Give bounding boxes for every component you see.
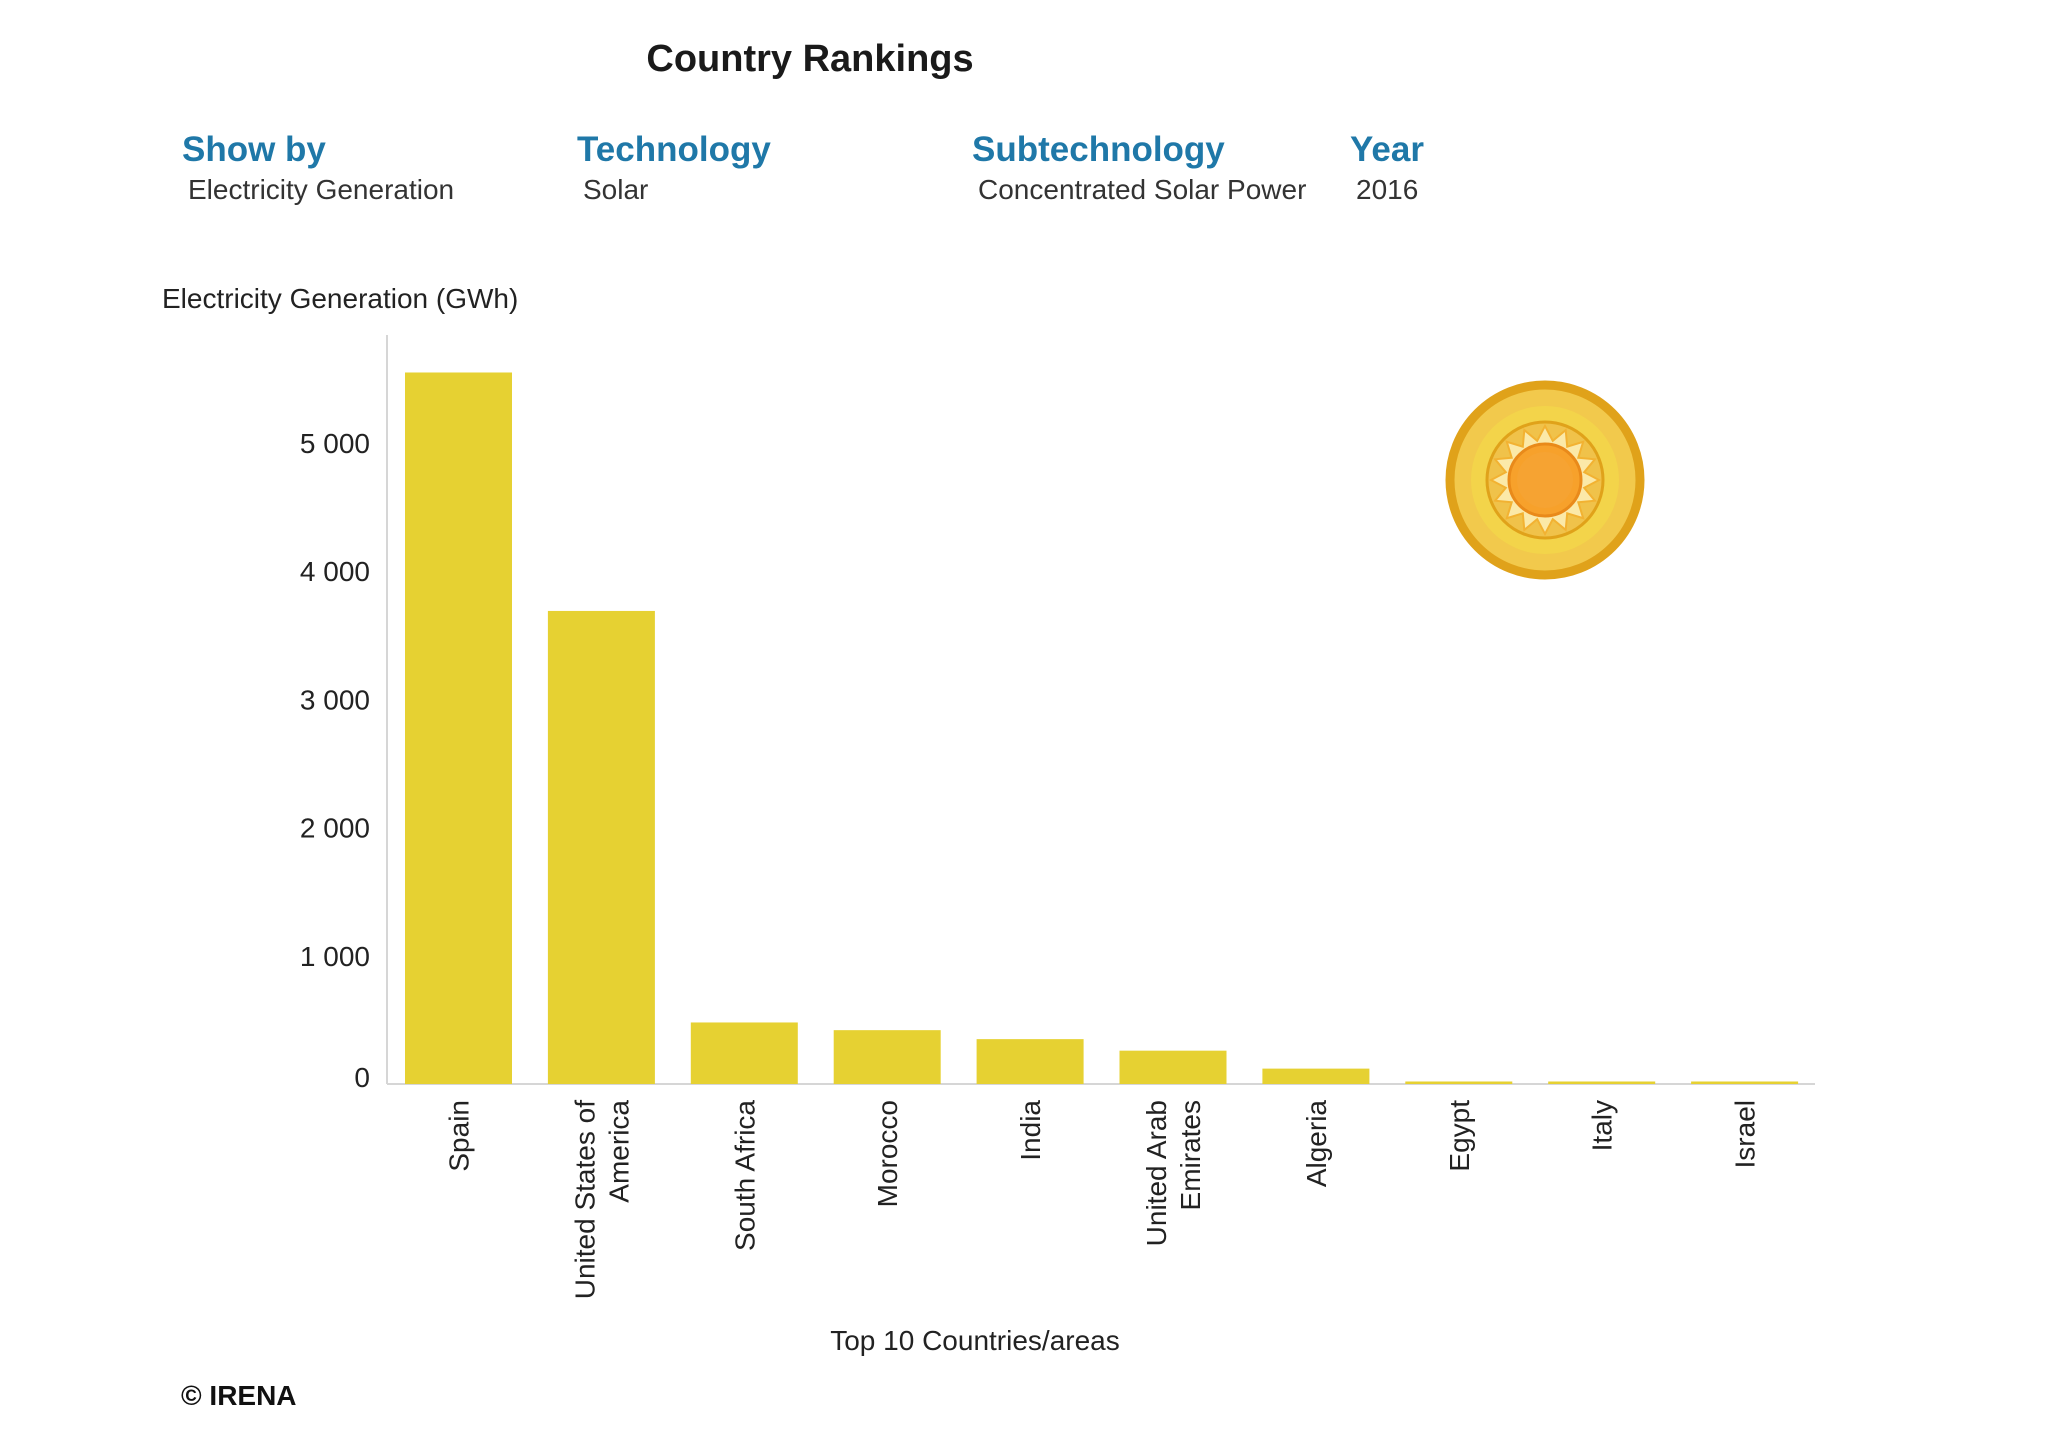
x-tick-label: India [1015, 1100, 1046, 1161]
x-tick-label: Israel [1730, 1100, 1761, 1168]
bar-morocco[interactable] [833, 1030, 941, 1084]
filter-technology[interactable]: Technology Solar [577, 130, 771, 206]
bar-united-arab-emirates[interactable] [1119, 1050, 1227, 1084]
filter-subtechnology-value[interactable]: Concentrated Solar Power [978, 174, 1307, 205]
sun-icon [1445, 380, 1645, 580]
bar-israel[interactable] [1691, 1081, 1799, 1085]
y-tick-label: 0 [354, 1062, 370, 1093]
x-tick-label: Algeria [1301, 1100, 1332, 1188]
filter-year-label: Year [1350, 130, 1424, 169]
y-tick-label: 5 000 [300, 428, 370, 459]
x-tick-label: United Arab Emirates [1141, 1100, 1206, 1246]
bar-italy[interactable] [1548, 1081, 1656, 1085]
bar-south-africa[interactable] [690, 1022, 798, 1084]
y-tick-labels: 0 1 000 2 000 3 000 4 000 5 000 [300, 428, 370, 1093]
filter-technology-value[interactable]: Solar [583, 174, 649, 205]
bar-united-states-of-america[interactable] [547, 610, 655, 1084]
y-tick-label: 3 000 [300, 684, 370, 715]
filter-technology-label: Technology [577, 130, 771, 169]
x-tick-label: Spain [444, 1100, 475, 1172]
x-axis-label: Top 10 Countries/areas [830, 1325, 1120, 1356]
page-title: Country Rankings [646, 38, 974, 80]
y-axis-label: Electricity Generation (GWh) [162, 283, 518, 314]
bars [405, 372, 1799, 1085]
x-tick-label: Morocco [872, 1100, 903, 1207]
bar-egypt[interactable] [1405, 1081, 1513, 1085]
copyright-notice: © IRENA [181, 1380, 297, 1411]
x-tick-label: South Africa [729, 1100, 760, 1251]
filter-subtechnology[interactable]: Subtechnology Concentrated Solar Power [972, 130, 1306, 206]
y-tick-label: 1 000 [300, 941, 370, 972]
filter-year-value[interactable]: 2016 [1356, 174, 1419, 205]
filter-show-by[interactable]: Show by Electricity Generation [182, 130, 454, 206]
filter-subtechnology-label: Subtechnology [972, 130, 1225, 169]
x-tick-labels: Spain United States of America South Africa… [444, 1100, 1761, 1300]
y-tick-label: 2 000 [300, 813, 370, 844]
bar-india[interactable] [976, 1039, 1084, 1084]
filter-show-by-value[interactable]: Electricity Generation [188, 174, 455, 205]
x-tick-label: United States of America [569, 1100, 634, 1300]
filter-year[interactable]: Year 2016 [1350, 130, 1424, 206]
x-tick-label: Egypt [1444, 1100, 1475, 1172]
bar-algeria[interactable] [1262, 1068, 1370, 1084]
bar-spain[interactable] [405, 372, 512, 1084]
filter-show-by-label: Show by [182, 130, 326, 169]
x-tick-label: Italy [1587, 1100, 1618, 1151]
y-tick-label: 4 000 [300, 556, 370, 587]
